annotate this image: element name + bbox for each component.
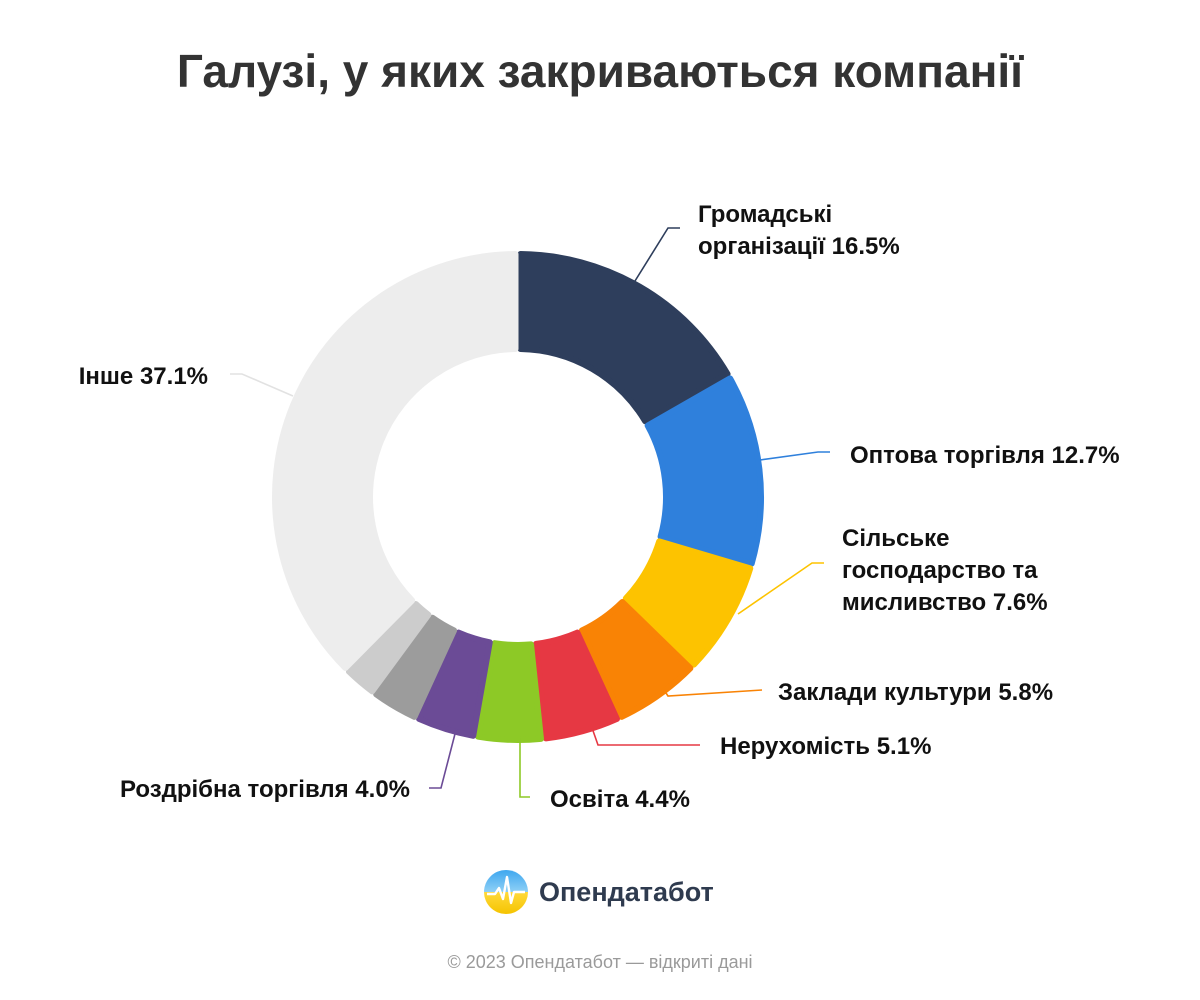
chart-title: Галузі, у яких закриваються компанії: [176, 45, 1024, 97]
donut-slice: [644, 375, 764, 567]
brand-name: Опендатабот: [539, 876, 714, 907]
leader-line: [663, 689, 763, 697]
slice-label: Освіта 4.4%: [550, 786, 690, 813]
leader-line: [519, 738, 530, 798]
donut-slice: [517, 251, 731, 425]
donut-slice: [272, 251, 519, 672]
brand-logo[interactable]: Опендатабот: [483, 869, 714, 915]
slice-label: Інше 37.1%: [79, 363, 208, 390]
slice-label: Оптова торгівля 12.7%: [850, 442, 1120, 469]
leader-line: [634, 227, 680, 282]
brand-logo-icon: [484, 870, 528, 914]
donut-slice: [533, 629, 620, 742]
leader-line: [590, 724, 700, 746]
leader-line: [230, 373, 294, 397]
donut-slice: [416, 629, 493, 739]
slice-label: Заклади культури 5.8%: [778, 679, 1053, 706]
slice-label: Нерухомість 5.1%: [720, 733, 931, 760]
slice-label: Сільське господарство та мисливство 7.6%: [842, 525, 1048, 616]
leader-line: [737, 562, 824, 615]
leader-line: [759, 451, 830, 461]
donut-slice: [578, 599, 694, 720]
donut-slice: [373, 614, 458, 720]
footer-copyright: © 2023 Опендатабот — відкриті дані: [447, 952, 753, 972]
donut-slice: [345, 600, 432, 695]
slice-labels: Громадські організації 16.5% Оптова торгів…: [79, 201, 1120, 813]
donut-slice: [475, 640, 544, 743]
leader-line: [429, 729, 457, 789]
slice-label: Громадські організації 16.5%: [698, 201, 900, 260]
donut-slice: [622, 538, 754, 668]
donut-chart: Громадські організації 16.5% Оптова торгів…: [79, 201, 1120, 813]
slice-label: Роздрібна торгівля 4.0%: [120, 776, 410, 803]
leader-lines: [230, 227, 830, 798]
donut-slices: [272, 251, 764, 743]
